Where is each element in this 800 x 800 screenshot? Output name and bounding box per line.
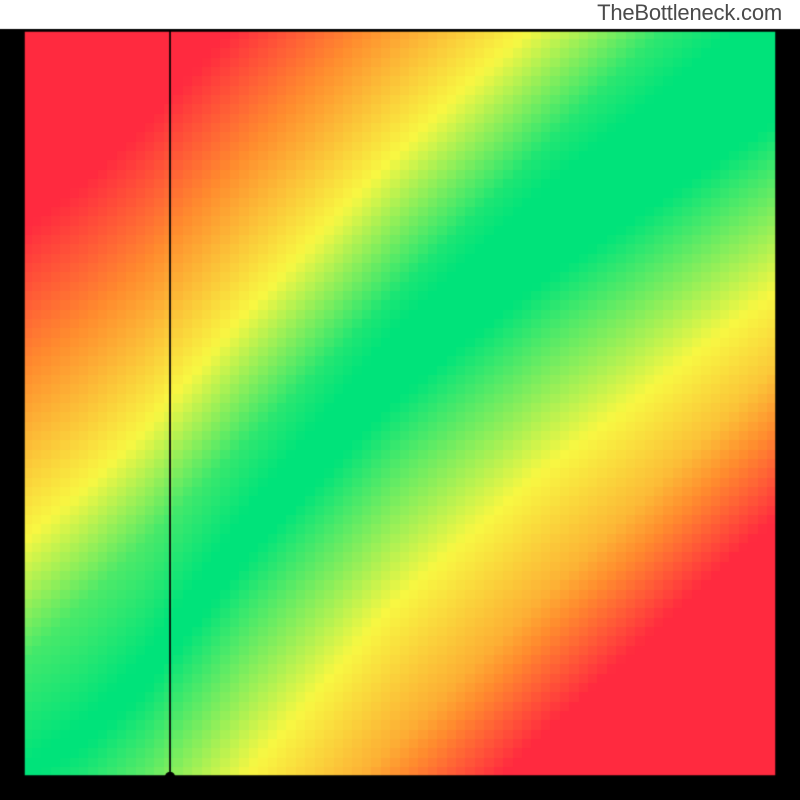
chart-container: TheBottleneck.com [0, 0, 800, 800]
watermark-text: TheBottleneck.com [597, 0, 782, 26]
heatmap-canvas [0, 0, 800, 800]
